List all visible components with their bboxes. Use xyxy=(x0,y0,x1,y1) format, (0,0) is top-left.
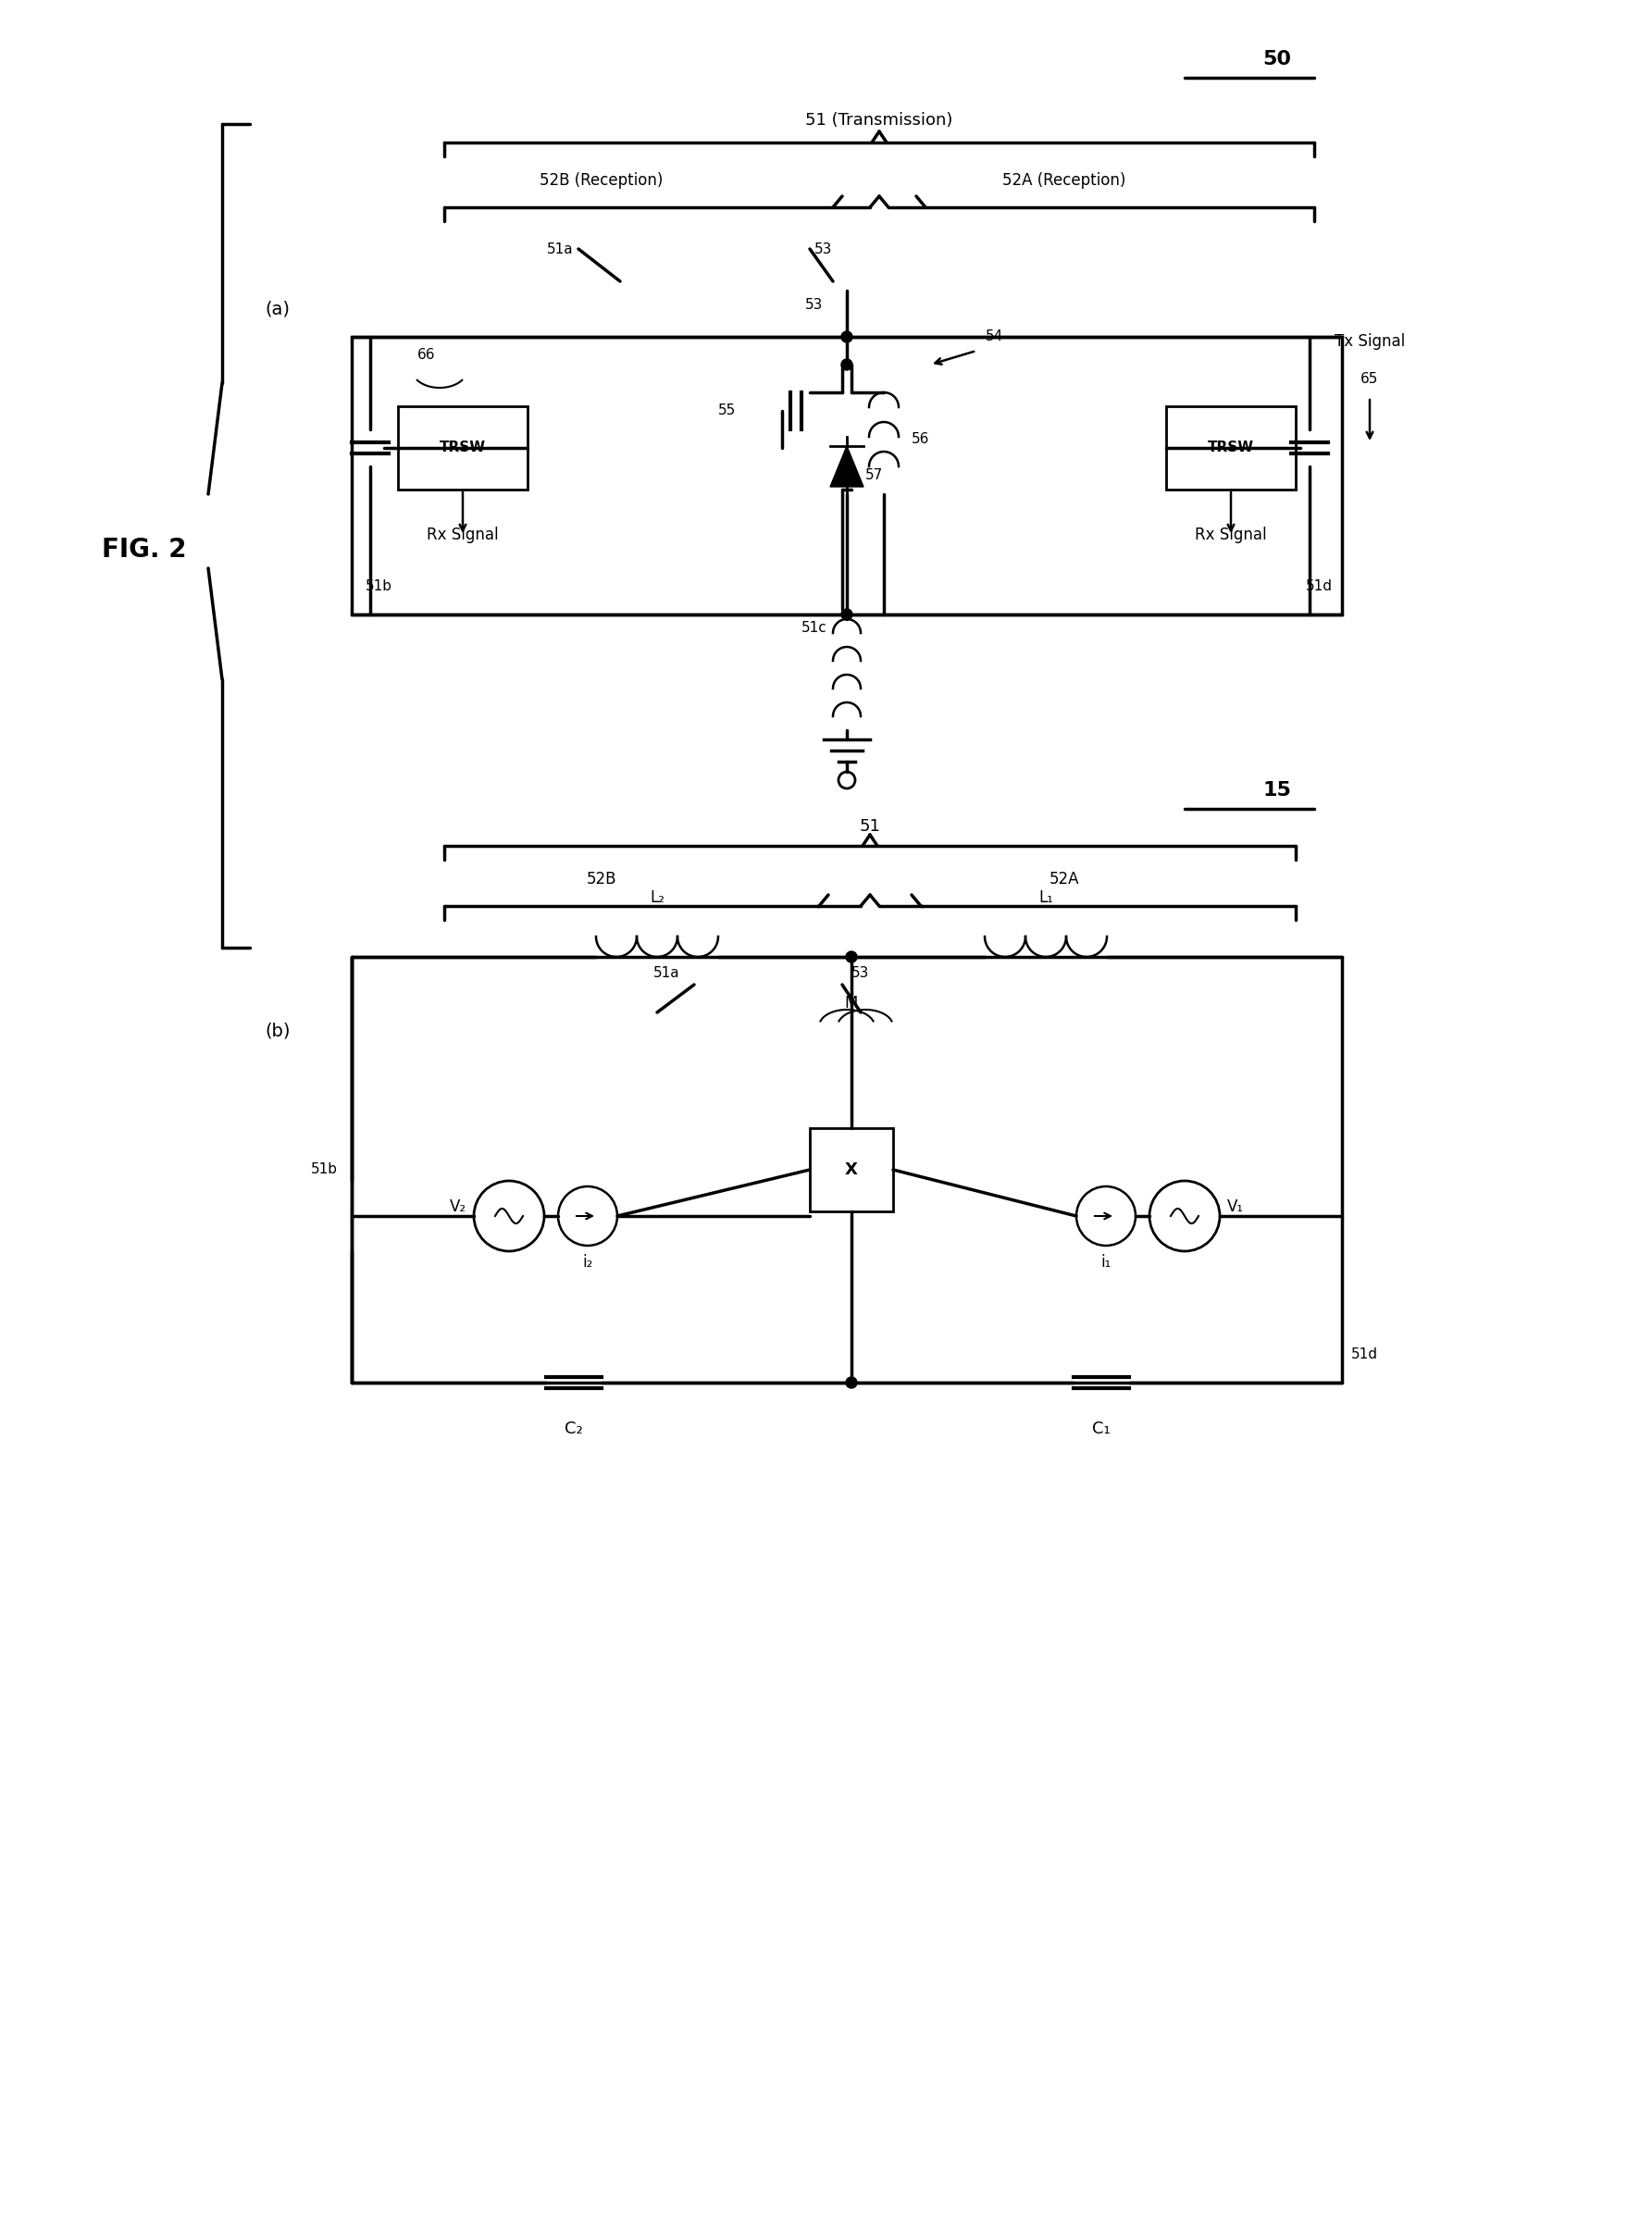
Text: 51b: 51b xyxy=(365,581,393,594)
Text: TRSW: TRSW xyxy=(439,440,486,456)
Text: 51d: 51d xyxy=(1305,581,1333,594)
Text: 52B: 52B xyxy=(586,871,616,887)
Text: Rx Signal: Rx Signal xyxy=(1194,527,1267,543)
Text: X: X xyxy=(846,1162,857,1177)
Text: 65: 65 xyxy=(1361,371,1379,386)
Text: 52B (Reception): 52B (Reception) xyxy=(540,172,664,190)
Text: 51d: 51d xyxy=(1351,1347,1378,1363)
Text: Rx Signal: Rx Signal xyxy=(426,527,499,543)
Text: TRSW: TRSW xyxy=(1208,440,1254,456)
Circle shape xyxy=(841,360,852,371)
Text: 51b: 51b xyxy=(311,1164,337,1177)
Bar xyxy=(352,337,1341,614)
Bar xyxy=(398,407,527,489)
Circle shape xyxy=(841,331,852,342)
Circle shape xyxy=(846,1376,857,1387)
Text: L₂: L₂ xyxy=(649,889,664,907)
Text: 57: 57 xyxy=(866,469,884,483)
Text: (b): (b) xyxy=(264,1023,291,1039)
Text: 51 (Transmission): 51 (Transmission) xyxy=(806,112,953,130)
Text: 53: 53 xyxy=(852,965,869,981)
Text: 51: 51 xyxy=(859,818,881,836)
Text: V₂: V₂ xyxy=(449,1197,466,1215)
Text: 53: 53 xyxy=(806,297,823,311)
Polygon shape xyxy=(831,447,864,487)
Text: 51c: 51c xyxy=(801,621,828,634)
Text: 53: 53 xyxy=(814,241,833,257)
Text: C₂: C₂ xyxy=(565,1421,583,1436)
Text: 51a: 51a xyxy=(547,241,573,257)
Text: 56: 56 xyxy=(912,431,930,445)
Text: 52A (Reception): 52A (Reception) xyxy=(1003,172,1127,190)
Circle shape xyxy=(841,610,852,621)
Text: 50: 50 xyxy=(1262,49,1292,69)
Text: i₂: i₂ xyxy=(583,1253,593,1271)
Bar xyxy=(809,1128,894,1211)
Text: 15: 15 xyxy=(1262,782,1292,800)
Text: 54: 54 xyxy=(986,331,1003,344)
Text: 51a: 51a xyxy=(653,965,679,981)
Text: (a): (a) xyxy=(266,299,291,317)
Text: 52A: 52A xyxy=(1049,871,1079,887)
Text: 66: 66 xyxy=(416,349,434,362)
Text: L₁: L₁ xyxy=(1039,889,1054,907)
Text: Tx Signal: Tx Signal xyxy=(1335,333,1404,351)
Bar xyxy=(1166,407,1295,489)
Text: C₁: C₁ xyxy=(1092,1421,1110,1436)
Circle shape xyxy=(846,952,857,963)
Text: 55: 55 xyxy=(719,404,735,418)
Text: i₁: i₁ xyxy=(1100,1253,1112,1271)
Text: M: M xyxy=(844,994,857,1012)
Text: FIG. 2: FIG. 2 xyxy=(102,536,187,563)
Text: V₁: V₁ xyxy=(1227,1197,1244,1215)
